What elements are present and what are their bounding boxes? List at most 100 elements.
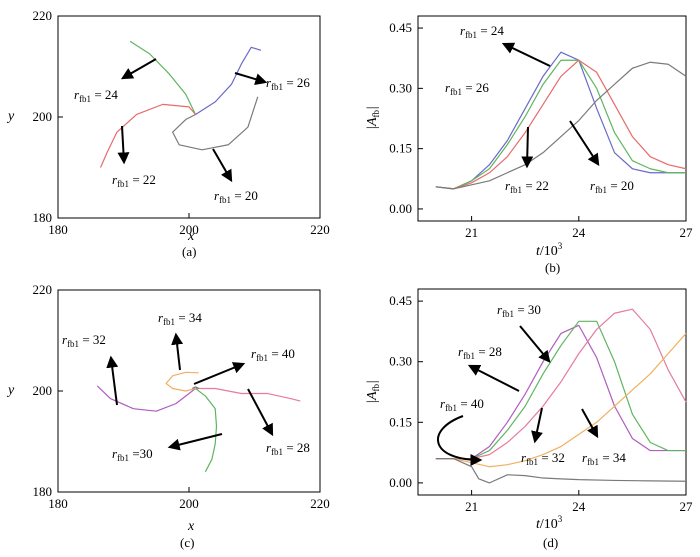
xtick-label: 27 <box>680 499 694 514</box>
svg-text:rfb1 = 32: rfb1 = 32 <box>62 332 106 349</box>
svg-text:rfb1 = 20: rfb1 = 20 <box>590 178 634 195</box>
arrow-c-32 <box>106 355 119 406</box>
xtick-label: 200 <box>179 222 199 237</box>
series-b-2 <box>435 59 687 190</box>
ytick-label: 200 <box>33 109 53 124</box>
annotation-a-22: rfb1 = 22 <box>112 125 156 189</box>
panel-a: 180 200 220 180 200 220 x y (a) rfb1 = 24 rfb… <box>6 8 330 259</box>
panel-c-ylabel: y <box>6 383 15 398</box>
svg-text:rfb1 = 24: rfb1 = 24 <box>74 87 118 104</box>
arrow-a-22 <box>117 125 130 165</box>
svg-text:rfb1 = 26: rfb1 = 26 <box>266 75 310 92</box>
svg-text:rfb1 = 20: rfb1 = 20 <box>214 188 258 205</box>
annotation-a-26: rfb1 = 26 <box>234 72 310 92</box>
annotation-c-32: rfb1 = 32 <box>62 332 119 406</box>
annotation-a-20: rfb1 = 20 <box>212 148 258 205</box>
panel-c-curves <box>96 371 301 473</box>
xtick-label: 180 <box>48 496 68 511</box>
series-c-3 <box>165 371 199 392</box>
ytick-label: 0.00 <box>389 475 412 490</box>
annotation-c-28: rfb1 = 28 <box>247 388 310 457</box>
panel-d-label: (d) <box>543 535 558 550</box>
panel-b-ylabel: |Afb| <box>365 106 381 130</box>
panel-b: 21 24 27 0.00 0.15 0.30 0.45 t/103 |Afb| (b) r… <box>365 15 693 275</box>
arrow-a-24 <box>120 58 157 80</box>
annotation-d-30: rfb1 = 30 <box>497 302 551 363</box>
svg-text:rfb1 = 22: rfb1 = 22 <box>112 172 156 189</box>
panel-a-xlabel: x <box>187 229 195 244</box>
annotation-d-34: rfb1 = 34 <box>581 408 626 467</box>
series-d-1 <box>435 320 686 460</box>
annotation-c-40: rfb1 = 40 <box>193 346 295 385</box>
annotation-d-40: rfb1 = 40 <box>437 396 484 466</box>
panel-d-xlabel: t/103 <box>536 514 563 532</box>
panel-c-label: (c) <box>180 535 194 550</box>
series-d-4 <box>435 458 687 484</box>
panel-a-label: (a) <box>182 244 196 259</box>
svg-text:rfb1 = 22: rfb1 = 22 <box>505 178 549 195</box>
panel-d: 21 24 27 0.00 0.15 0.30 0.45 t/103 |Afb| (d) r… <box>365 288 693 550</box>
arrow-d-34 <box>581 408 599 439</box>
annotation-b-20: rfb1 = 20 <box>569 120 634 195</box>
arrow-b-24 <box>501 42 551 67</box>
xtick-label: 220 <box>310 496 330 511</box>
annotation-d-32: rfb1 = 32 <box>521 407 565 467</box>
xtick-label: 27 <box>680 225 694 240</box>
series-a-3 <box>172 96 259 151</box>
svg-text:rfb1 = 40: rfb1 = 40 <box>440 396 484 413</box>
ytick-label: 0.15 <box>389 414 412 429</box>
ytick-label: 0.00 <box>389 201 412 216</box>
arrow-b-22 <box>521 126 534 169</box>
series-b-3 <box>435 61 687 190</box>
svg-text:rfb1 = 34: rfb1 = 34 <box>158 310 202 327</box>
series-c-4 <box>192 386 200 390</box>
ytick-label: 0.15 <box>389 141 412 156</box>
ytick-label: 180 <box>33 210 53 225</box>
panel-c: 180 200 220 180 200 220 x y (c) rfb1 = 34 rfb… <box>6 282 330 550</box>
svg-text:rfb1 =30: rfb1 =30 <box>112 446 153 463</box>
arrow-d-32 <box>531 407 543 444</box>
annotation-a-24: rfb1 = 24 <box>74 58 157 104</box>
panel-c-xlabel: x <box>187 519 195 534</box>
annotation-c-34: rfb1 = 34 <box>158 310 202 371</box>
panel-b-ticks: 21 24 27 0.00 0.15 0.30 0.45 <box>389 20 693 240</box>
svg-text:rfb1 = 40: rfb1 = 40 <box>251 346 295 363</box>
annotation-c-30: rfb1 =30 <box>112 433 223 463</box>
panel-b-label: (b) <box>545 260 560 275</box>
svg-text:rfb1 = 32: rfb1 = 32 <box>521 450 565 467</box>
arrow-a-26 <box>234 72 268 85</box>
svg-text:rfb1 = 34: rfb1 = 34 <box>582 450 626 467</box>
panel-b-frame <box>417 15 687 222</box>
annotation-b-24: rfb1 = 24 <box>460 23 551 67</box>
panel-a-frame <box>57 15 321 219</box>
series-c-1 <box>195 387 301 402</box>
xtick-label: 24 <box>572 225 586 240</box>
ytick-label: 180 <box>33 484 53 499</box>
ytick-label: 0.30 <box>389 80 412 95</box>
panel-a-ylabel: y <box>6 109 15 124</box>
xtick-label: 21 <box>465 499 478 514</box>
series-a-1 <box>195 46 262 115</box>
arrow-b-20 <box>569 120 600 167</box>
annotation-b-26: rfb1 = 26 <box>445 80 489 97</box>
svg-text:rfb1 = 28: rfb1 = 28 <box>266 440 310 457</box>
ytick-label: 0.45 <box>389 293 412 308</box>
ytick-label: 0.45 <box>389 20 412 35</box>
panel-d-ylabel: |Afb| <box>365 380 381 404</box>
panel-a-ticks: 180 200 220 180 200 220 <box>33 8 330 237</box>
series-b-0 <box>435 51 686 190</box>
series-b-1 <box>435 59 686 190</box>
annotation-b-22: rfb1 = 22 <box>505 126 549 195</box>
ytick-label: 0.30 <box>389 354 412 369</box>
panel-c-ticks: 180 200 220 180 200 220 <box>33 282 330 511</box>
arrow-c-34 <box>171 332 184 371</box>
series-d-2 <box>435 308 687 460</box>
series-a-0 <box>129 40 197 115</box>
panel-b-curves <box>435 51 687 190</box>
arrow-c-30 <box>167 433 223 451</box>
series-a-2 <box>100 103 197 168</box>
series-c-0 <box>96 385 196 412</box>
panel-d-ticks: 21 24 27 0.00 0.15 0.30 0.45 <box>389 293 693 514</box>
xtick-label: 220 <box>310 222 330 237</box>
xtick-label: 180 <box>48 222 68 237</box>
